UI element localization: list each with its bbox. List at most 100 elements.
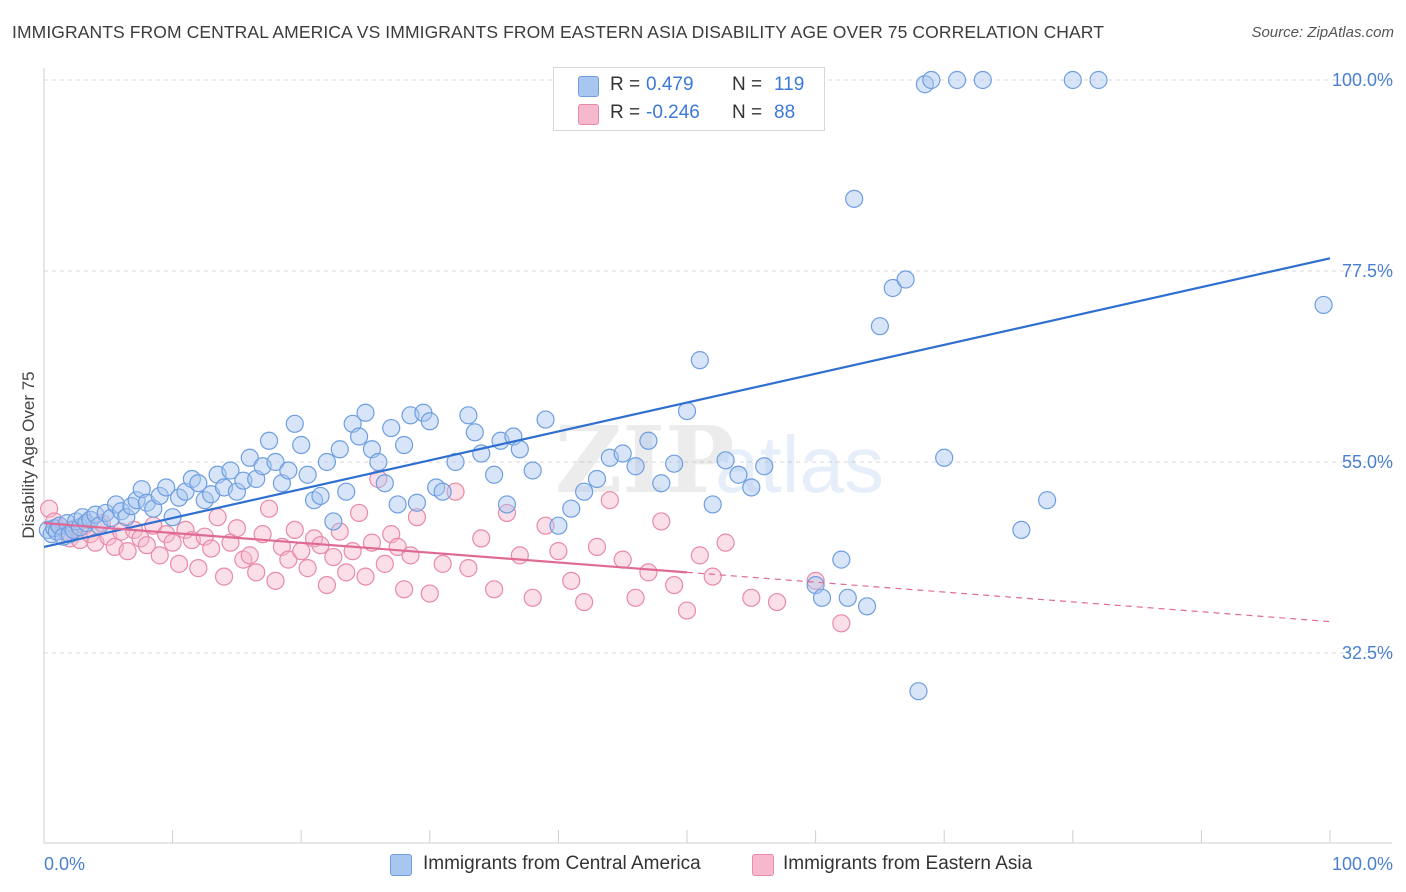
point-central-america (132, 480, 151, 499)
point-central-america (883, 278, 902, 298)
point-central-america (420, 412, 439, 431)
point-eastern-asia (163, 533, 182, 552)
trend-line-central-america (43, 257, 1331, 548)
point-central-america (317, 452, 337, 472)
point-central-america (221, 461, 240, 480)
point-central-america (613, 444, 632, 463)
point-eastern-asia (523, 588, 542, 607)
legend-r-value: 0.479 (646, 74, 694, 95)
y-tick-labels: 32.5% 55.0% 77.5% 100.0% (1332, 70, 1393, 663)
chart-source: Source: ZipAtlas.com (1251, 24, 1394, 41)
gridlines (44, 79, 1392, 654)
point-central-america (311, 486, 330, 506)
legend-r-label: R = (610, 102, 641, 123)
point-central-america (433, 482, 452, 501)
point-eastern-asia (356, 567, 375, 586)
legend-r-value: -0.246 (646, 102, 700, 123)
point-central-america (330, 440, 349, 459)
point-central-america (935, 448, 954, 467)
point-central-america (729, 465, 748, 484)
point-eastern-asia (202, 539, 221, 558)
point-eastern-asia (767, 592, 787, 612)
y-axis-title: Disability Age Over 75 (19, 371, 38, 538)
point-central-america (279, 461, 298, 480)
legend-n-label: N = (732, 102, 763, 123)
point-central-america (652, 474, 671, 493)
point-central-america (742, 478, 761, 497)
point-central-america (259, 431, 279, 450)
point-central-america (349, 427, 369, 446)
point-central-america (459, 406, 478, 425)
point-central-america (407, 493, 427, 512)
point-eastern-asia (298, 559, 317, 578)
legend-row-central-america: R = 0.479 N = 119 (554, 72, 824, 100)
point-eastern-asia (118, 542, 137, 561)
point-eastern-asia (742, 588, 761, 607)
point-central-america (369, 452, 388, 472)
point-eastern-asia (677, 601, 697, 620)
x-tick-label: 0.0% (44, 854, 85, 874)
point-central-america (562, 499, 581, 518)
point-central-america (266, 452, 285, 472)
point-central-america (337, 482, 356, 501)
point-central-america (388, 495, 407, 514)
axes (43, 68, 1392, 844)
point-eastern-asia (485, 580, 504, 599)
point-central-america (665, 454, 684, 473)
bottom-legend: Immigrants from Central America Immigran… (0, 852, 1406, 878)
point-eastern-asia (626, 588, 645, 607)
point-eastern-asia (639, 563, 658, 582)
point-eastern-asia (394, 580, 414, 599)
point-eastern-asia (137, 536, 156, 555)
point-central-america (755, 457, 774, 476)
point-central-america (394, 435, 414, 455)
point-central-america (947, 70, 967, 90)
point-eastern-asia (510, 546, 529, 565)
bottom-legend-swatch-pink (752, 854, 774, 876)
point-eastern-asia (459, 559, 478, 578)
point-central-america (1063, 70, 1082, 90)
point-central-america (677, 401, 697, 421)
point-central-america (639, 431, 658, 450)
legend-swatch-blue (578, 76, 599, 97)
watermark-zip: ZIP (555, 406, 734, 514)
point-eastern-asia (349, 503, 369, 523)
y-tick-label: 77.5% (1342, 261, 1393, 281)
point-central-america (240, 448, 259, 467)
point-central-america (465, 423, 484, 442)
point-central-america (973, 70, 992, 90)
point-eastern-asia (337, 563, 356, 582)
point-central-america (536, 410, 555, 429)
point-eastern-asia (279, 550, 298, 569)
point-eastern-asia (600, 491, 619, 510)
point-central-america (189, 474, 208, 493)
point-central-america (497, 495, 517, 514)
point-eastern-asia (407, 508, 427, 527)
point-central-america (324, 512, 343, 531)
point-central-america (575, 482, 594, 501)
series-central-america-points (38, 70, 1333, 701)
point-central-america (896, 270, 915, 289)
point-eastern-asia (253, 525, 272, 544)
x-tick-labels: 0.0% 100.0% (44, 854, 1393, 874)
point-eastern-asia (562, 571, 581, 590)
point-central-america (101, 508, 120, 528)
watermark: ZIP atlas (555, 406, 884, 514)
y-tick-label: 100.0% (1332, 70, 1393, 90)
point-central-america (285, 414, 304, 433)
point-central-america (1314, 295, 1333, 315)
legend-n-label: N = (732, 74, 763, 95)
point-eastern-asia (420, 584, 439, 603)
point-central-america (523, 461, 542, 480)
point-eastern-asia (613, 550, 632, 569)
point-central-america (909, 682, 928, 701)
x-tick-label: 100.0% (1332, 854, 1393, 874)
chart-title: IMMIGRANTS FROM CENTRAL AMERICA VS IMMIG… (12, 22, 1105, 42)
point-eastern-asia (214, 567, 234, 586)
point-eastern-asia (240, 546, 259, 565)
point-eastern-asia (169, 554, 189, 573)
bottom-legend-swatch-blue (390, 854, 412, 876)
point-eastern-asia (247, 563, 266, 582)
point-eastern-asia (189, 559, 208, 578)
